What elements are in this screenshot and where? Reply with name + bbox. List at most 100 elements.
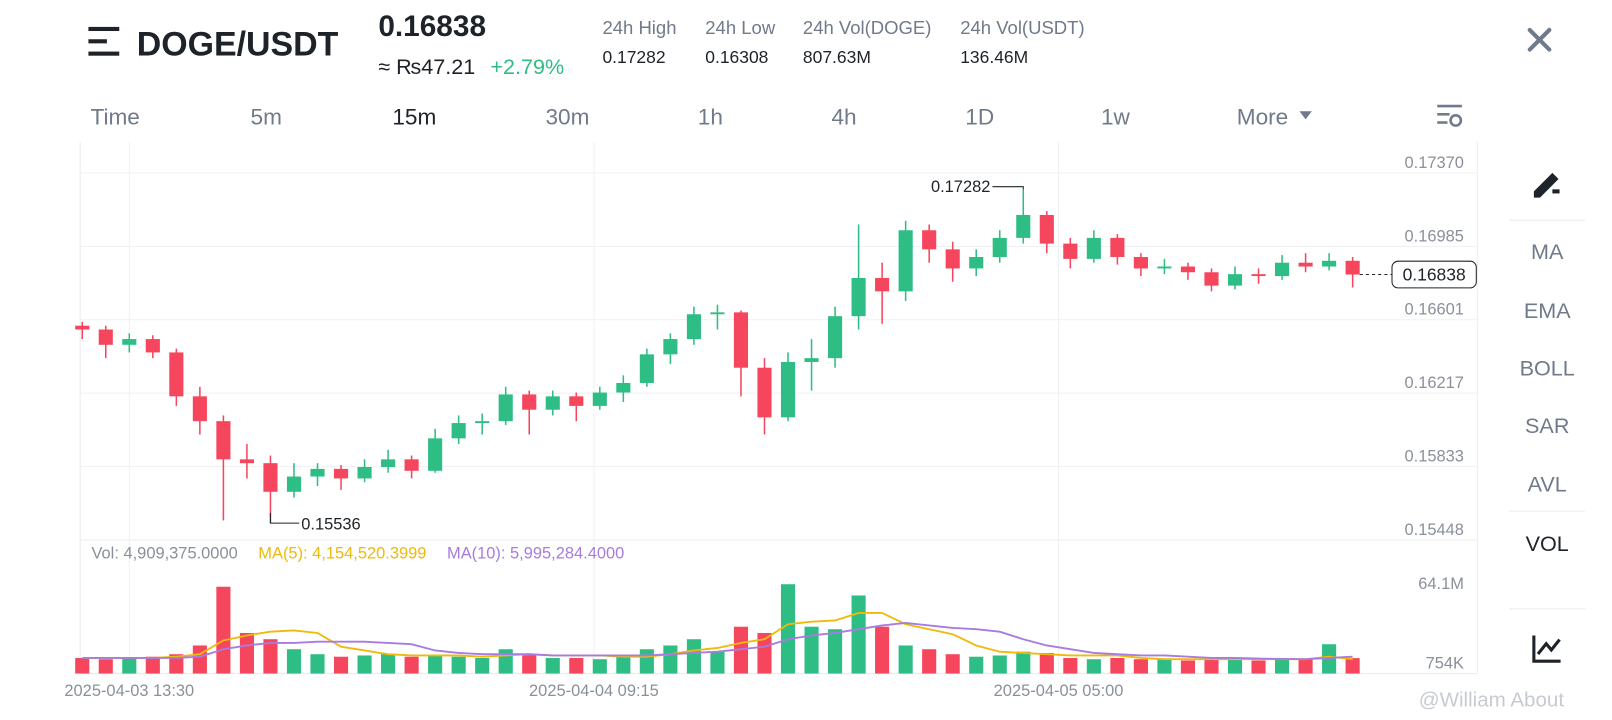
candle-body — [992, 237, 1007, 257]
candle-body — [1345, 260, 1360, 275]
stat-value: 0.16308 — [705, 47, 768, 67]
legend-entry: Vol: 4,909,375.0000 — [91, 544, 237, 562]
indicator-active[interactable]: VOL — [1526, 531, 1569, 556]
ma-line — [82, 612, 1353, 661]
pencil-dot — [1552, 189, 1560, 194]
volume-bar — [381, 654, 396, 674]
menu-icon[interactable] — [88, 26, 120, 56]
x-tick-label: 2025-04-05 05:00 — [994, 682, 1124, 700]
stat-value: 0.17282 — [602, 47, 665, 67]
candle-body — [686, 314, 701, 340]
pencil — [1533, 172, 1559, 198]
candle-body — [1227, 274, 1243, 286]
indicator[interactable]: MA — [1531, 239, 1564, 264]
volume-bar — [286, 649, 302, 674]
candle-body — [804, 358, 819, 362]
last-price-label: 0.16838 — [1403, 265, 1466, 285]
tab[interactable]: 5m — [251, 105, 282, 130]
stat-label: 24h Low — [705, 17, 776, 38]
volume-bar — [1086, 659, 1101, 674]
volume-bar — [1275, 659, 1290, 674]
volume-bar — [1063, 657, 1078, 674]
candle-body — [545, 396, 560, 410]
indicator[interactable]: AVL — [1528, 472, 1567, 497]
candle-body — [710, 312, 725, 315]
close-button[interactable] — [1527, 27, 1552, 52]
volume-bar — [851, 595, 866, 674]
x-tick-label: 2025-04-04 09:15 — [529, 682, 659, 700]
tab[interactable]: More — [1237, 105, 1289, 130]
candle-body — [333, 468, 349, 479]
candle-body — [98, 329, 113, 345]
volume-bar — [898, 645, 913, 674]
candle-body — [1322, 260, 1337, 267]
candle-body — [1275, 262, 1290, 277]
stat-value: 136.46M — [960, 47, 1028, 67]
indicator[interactable]: BOLL — [1520, 355, 1575, 380]
volume-bar — [475, 657, 490, 674]
volume-bar — [922, 649, 937, 674]
stat-label: 24h High — [602, 17, 676, 38]
icon-bar — [88, 26, 120, 32]
y-tick-label: 0.16217 — [1405, 374, 1464, 392]
icon-axis — [1532, 635, 1561, 663]
candle-body — [1110, 237, 1125, 257]
dropdown-arrow — [1299, 111, 1312, 120]
tab[interactable]: 1h — [698, 105, 723, 130]
volume-bar — [1039, 652, 1054, 674]
volume-bar — [357, 655, 372, 674]
volume-bar — [592, 659, 607, 674]
change: +2.79% — [490, 54, 564, 79]
volume-bar — [216, 586, 231, 674]
chart-icon[interactable] — [1532, 635, 1561, 663]
candle-body — [969, 256, 984, 269]
watermark: @William About — [1419, 688, 1565, 711]
draw-icon[interactable] — [1533, 172, 1560, 198]
candle-body — [122, 339, 137, 345]
stat-value: 807.63M — [803, 47, 871, 67]
volume-bar — [1180, 660, 1196, 674]
volume-bar — [98, 659, 113, 674]
tab[interactable]: Time — [90, 105, 139, 130]
volume-bar — [75, 657, 90, 674]
volume-bar — [1251, 660, 1266, 674]
icon-bar — [88, 39, 107, 44]
volume-bar — [969, 656, 984, 674]
y-tick-label: 64.1M — [1418, 575, 1464, 593]
volume-bar — [1157, 659, 1172, 674]
tab[interactable]: 1D — [965, 105, 994, 130]
candle-body — [922, 230, 937, 250]
pair[interactable]: DOGE/USDT — [137, 26, 339, 64]
volume-bar — [545, 657, 560, 674]
candle-body — [1133, 256, 1148, 269]
y-tick-label: 0.16601 — [1405, 301, 1464, 319]
candle-body — [451, 423, 466, 439]
volume-bar — [1110, 657, 1125, 674]
tab[interactable]: 30m — [545, 105, 589, 130]
indicator[interactable]: SAR — [1525, 413, 1569, 438]
tab[interactable]: 1w — [1101, 105, 1131, 130]
stat-label: 24h Vol(USDT) — [960, 17, 1084, 38]
tab[interactable]: 4h — [831, 105, 856, 130]
volume-bar — [1204, 657, 1219, 674]
candle-body — [263, 463, 278, 492]
settings-icon[interactable] — [1437, 104, 1463, 127]
y-tick-label: 0.17370 — [1405, 154, 1464, 172]
indicator[interactable]: EMA — [1524, 298, 1571, 323]
volume-bar — [522, 654, 537, 674]
ma-line — [82, 622, 1353, 661]
tab-active[interactable]: 15m — [392, 105, 436, 130]
y-tick-label: 754K — [1426, 654, 1464, 672]
candle-body — [75, 325, 90, 330]
volume-bar — [169, 654, 184, 674]
last-price-tag — [1391, 260, 1477, 289]
fiat-price: ≈ ₨47.21 — [378, 54, 475, 79]
candle-body — [780, 361, 796, 418]
candle-body — [875, 277, 890, 292]
candle-body — [475, 421, 490, 424]
legend-entry: MA(10): 5,995,284.4000 — [447, 544, 624, 562]
volume-bar — [333, 656, 349, 674]
candle-body — [592, 392, 607, 406]
